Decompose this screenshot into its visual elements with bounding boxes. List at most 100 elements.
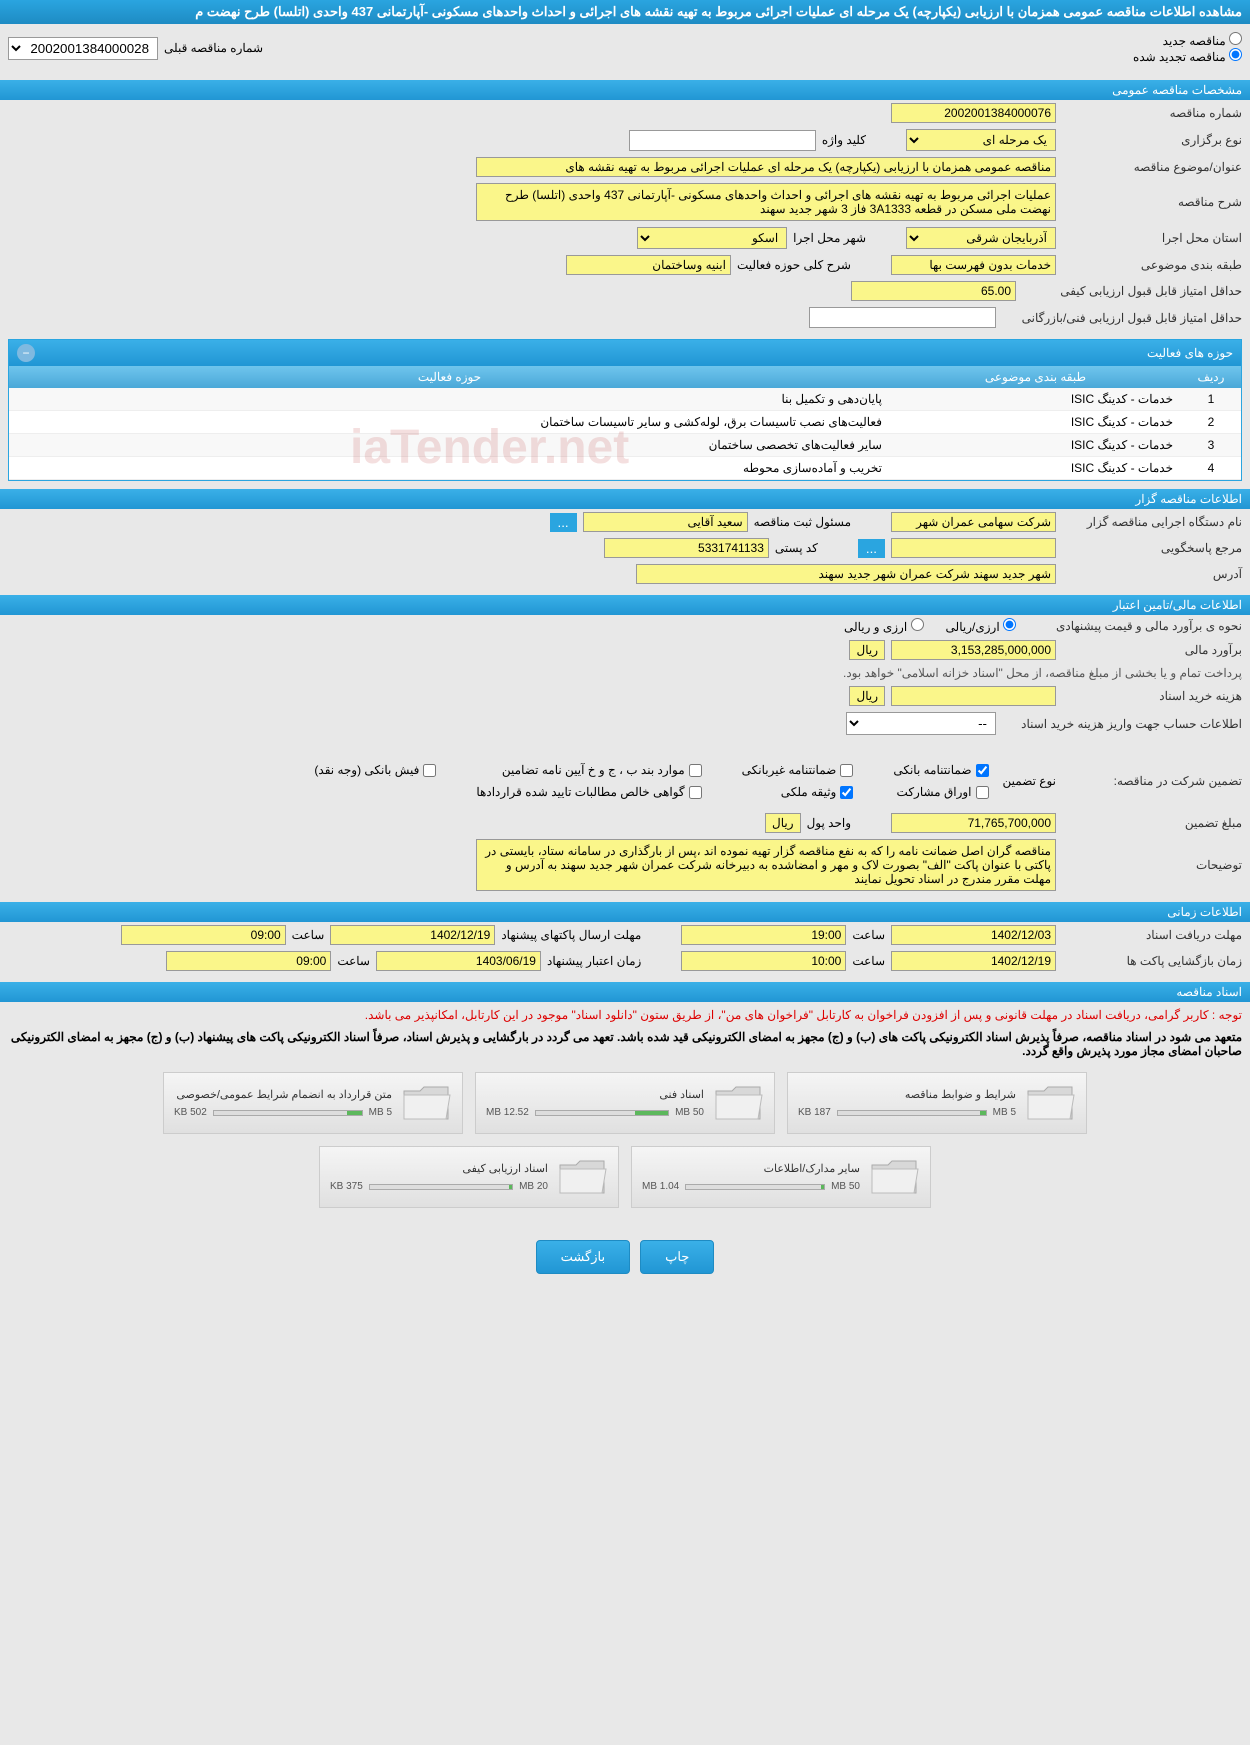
chk-receivables[interactable]: گواهی خالص مطالبات تایید شده قراردادها: [476, 785, 701, 799]
method-label: نحوه ی برآورد مالی و قیمت پیشنهادی: [1022, 619, 1242, 633]
account-select[interactable]: --: [846, 712, 996, 735]
send-time[interactable]: [121, 925, 286, 945]
chk-securities[interactable]: اوراق مشارکت: [893, 785, 988, 799]
currency-unit-2: ریال: [849, 686, 885, 706]
time-label-4: ساعت: [337, 954, 370, 968]
doc-cap: 50 MB: [675, 1107, 704, 1118]
chk-regulation[interactable]: موارد بند ب ، ج و خ آیین نامه تضامین: [476, 763, 701, 777]
back-button[interactable]: بازگشت: [536, 1240, 630, 1274]
send-date[interactable]: [330, 925, 495, 945]
collapse-icon[interactable]: −: [17, 344, 35, 362]
guarantee-amount-input[interactable]: [891, 813, 1056, 833]
radio-renewed-label: مناقصه تجدید شده: [1133, 50, 1226, 64]
validity-time[interactable]: [166, 951, 331, 971]
receive-time[interactable]: [681, 925, 846, 945]
purchase-cost-input[interactable]: [891, 686, 1056, 706]
resp-label: مرجع پاسخگویی: [1062, 541, 1242, 555]
progress-bar: [213, 1110, 363, 1116]
chk-nonbank[interactable]: ضمانتنامه غیربانکی: [742, 763, 854, 777]
doc-title: متن قرارداد به انضمام شرایط عمومی/خصوصی: [174, 1088, 392, 1101]
reg-more-button[interactable]: ...: [550, 513, 577, 532]
notes-textarea[interactable]: مناقصه گران اصل ضمانت نامه را که به نفع …: [476, 839, 1056, 891]
folder-icon: [402, 1083, 452, 1123]
address-input[interactable]: [636, 564, 1056, 584]
notice-red: توجه : کاربر گرامی، دریافت اسناد در مهلت…: [0, 1002, 1250, 1028]
col-category: طبقه بندی موضوعی: [890, 366, 1181, 388]
doc-cap: 50 MB: [831, 1181, 860, 1192]
doc-title: سایر مدارک/اطلاعات: [642, 1162, 860, 1175]
org-input[interactable]: [891, 512, 1056, 532]
open-label: زمان بازگشایی پاکت ها: [1062, 954, 1242, 968]
table-row: 2خدمات - کدینگ ISICفعالیت‌های نصب تاسیسا…: [9, 411, 1241, 434]
receive-date[interactable]: [891, 925, 1056, 945]
desc-label: شرح مناقصه: [1062, 195, 1242, 209]
section-timing: اطلاعات زمانی: [0, 902, 1250, 922]
qual-score-input[interactable]: [851, 281, 1016, 301]
opt-rial[interactable]: ارزی/ریالی: [946, 618, 1016, 634]
doc-card[interactable]: شرایط و ضوابط مناقصه 5 MB 187 KB: [787, 1072, 1087, 1134]
doc-size: 375 KB: [330, 1181, 363, 1192]
doc-cap: 5 MB: [369, 1107, 392, 1118]
category-input[interactable]: [891, 255, 1056, 275]
time-label-3: ساعت: [852, 954, 885, 968]
activity-desc-label: شرح کلی حوزه فعالیت: [737, 258, 851, 272]
keyword-label: کلید واژه: [822, 133, 866, 147]
tech-score-input[interactable]: [809, 307, 996, 328]
keyword-input[interactable]: [629, 130, 816, 151]
reg-label: مسئول ثبت مناقصه: [754, 515, 851, 529]
validity-date[interactable]: [376, 951, 541, 971]
guarantee-label: تضمین شرکت در مناقصه:: [1062, 774, 1242, 788]
money-unit-label: واحد پول: [807, 816, 851, 830]
doc-size: 12.52 MB: [486, 1107, 529, 1118]
notes-label: توضیحات: [1062, 858, 1242, 872]
col-field: حوزه فعالیت: [9, 366, 890, 388]
chk-property[interactable]: وثیقه ملکی: [742, 785, 854, 799]
city-select[interactable]: اسکو: [637, 227, 787, 249]
doc-card[interactable]: متن قرارداد به انضمام شرایط عمومی/خصوصی …: [163, 1072, 463, 1134]
open-date[interactable]: [891, 951, 1056, 971]
page-title: مشاهده اطلاعات مناقصه عمومی همزمان با ار…: [0, 0, 1250, 24]
validity-label: زمان اعتبار پیشنهاد: [547, 954, 641, 968]
chk-cash[interactable]: فیش بانکی (وجه نقد): [314, 763, 436, 777]
doc-card[interactable]: اسناد فنی 50 MB 12.52 MB: [475, 1072, 775, 1134]
print-button[interactable]: چاپ: [640, 1240, 714, 1274]
desc-textarea[interactable]: عملیات اجرائی مربوط به تهیه نقشه های اجر…: [476, 183, 1056, 221]
province-select[interactable]: آذربایجان شرقی: [906, 227, 1056, 249]
activity-panel-title: حوزه های فعالیت: [1147, 346, 1233, 360]
title-input[interactable]: [476, 157, 1056, 177]
doc-size: 187 KB: [798, 1107, 831, 1118]
prev-num-select[interactable]: 2002001384000028: [8, 37, 158, 60]
section-general: مشخصات مناقصه عمومی: [0, 80, 1250, 100]
resp-more-button[interactable]: ...: [858, 539, 885, 558]
currency-unit: ریال: [849, 640, 885, 660]
doc-cap: 5 MB: [993, 1107, 1016, 1118]
folder-icon: [558, 1157, 608, 1197]
num-label: شماره مناقصه: [1062, 106, 1242, 120]
doc-card[interactable]: اسناد ارزیابی کیفی 20 MB 375 KB: [319, 1146, 619, 1208]
num-input[interactable]: [891, 103, 1056, 123]
type-select[interactable]: یک مرحله ای: [906, 129, 1056, 151]
progress-bar: [685, 1184, 825, 1190]
radio-new[interactable]: مناقصه جدید: [1163, 34, 1242, 48]
postal-label: کد پستی: [775, 541, 818, 555]
doc-size: 1.04 MB: [642, 1181, 679, 1192]
doc-title: اسناد ارزیابی کیفی: [330, 1162, 548, 1175]
account-label: اطلاعات حساب جهت واریز هزینه خرید اسناد: [1002, 717, 1242, 731]
section-documents: اسناد مناقصه: [0, 982, 1250, 1002]
estimate-label: برآورد مالی: [1062, 643, 1242, 657]
opt-currency[interactable]: ارزی و ریالی: [844, 618, 924, 634]
payment-note: پرداخت تمام و یا بخشی از مبلغ مناقصه، از…: [843, 666, 1242, 680]
doc-card[interactable]: سایر مدارک/اطلاعات 50 MB 1.04 MB: [631, 1146, 931, 1208]
address-label: آدرس: [1062, 567, 1242, 581]
qual-score-label: حداقل امتیاز قابل قبول ارزیابی کیفی: [1022, 284, 1242, 298]
reg-input[interactable]: [583, 512, 748, 532]
radio-renewed[interactable]: مناقصه تجدید شده: [1133, 50, 1242, 64]
activity-desc-input[interactable]: [566, 255, 731, 275]
estimate-input[interactable]: [891, 640, 1056, 660]
section-tenderer: اطلاعات مناقصه گزار: [0, 489, 1250, 509]
chk-bank[interactable]: ضمانتنامه بانکی: [893, 763, 988, 777]
folder-icon: [714, 1083, 764, 1123]
postal-input[interactable]: [604, 538, 769, 558]
open-time[interactable]: [681, 951, 846, 971]
resp-input[interactable]: [891, 538, 1056, 558]
